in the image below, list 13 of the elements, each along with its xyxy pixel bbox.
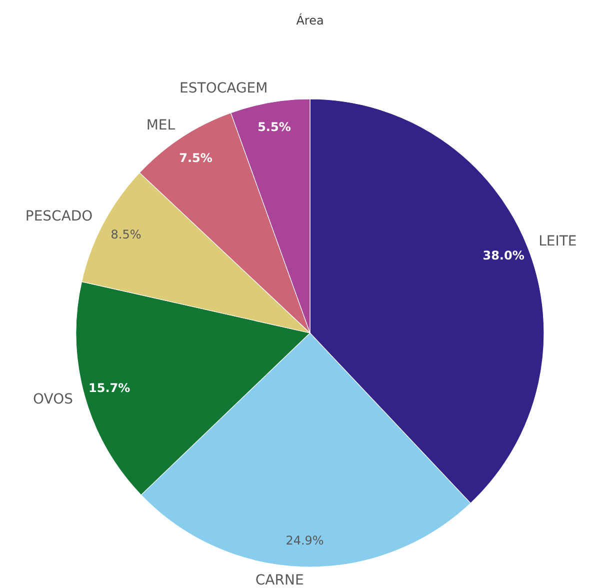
slice-label: MEL [146, 117, 176, 134]
slice-label: PESCADO [25, 208, 93, 225]
data-label: 24.9% [286, 533, 324, 548]
data-label: 38.0% [482, 248, 524, 262]
data-label: 5.5% [258, 120, 291, 134]
slice-label: LEITE [538, 233, 577, 250]
data-label: 15.7% [88, 381, 130, 396]
slice-label: ESTOCAGEM [180, 80, 268, 97]
chart-title: Área [296, 12, 324, 28]
slice-label: OVOS [32, 391, 74, 408]
data-label: 8.5% [110, 228, 142, 242]
data-label: 7.5% [179, 151, 212, 166]
slice-label: CARNE [255, 572, 304, 588]
